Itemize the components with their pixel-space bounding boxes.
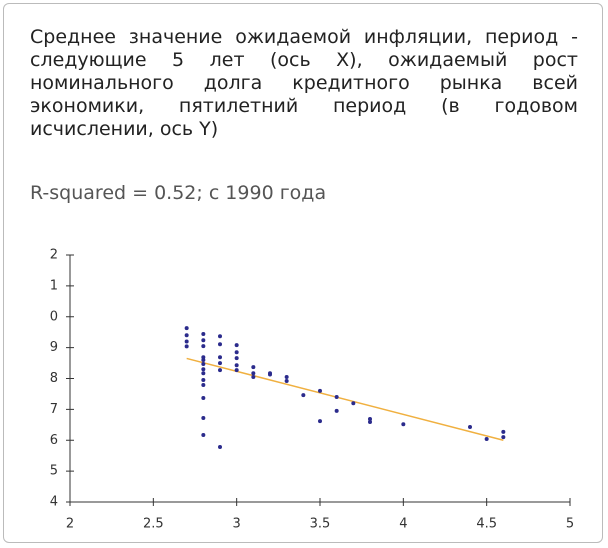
point [201, 357, 206, 362]
point [234, 350, 239, 355]
trend-line [186, 357, 504, 441]
point [351, 401, 356, 406]
point [218, 368, 222, 373]
point [484, 437, 489, 442]
y-tick-label: 7 [50, 402, 58, 417]
y-tick-label: 1 [50, 278, 58, 293]
point [334, 395, 339, 400]
point [201, 395, 206, 400]
point [201, 433, 206, 438]
point [218, 334, 222, 339]
x-tick-label: 3.5 [310, 517, 331, 532]
y-tick-label: 5 [50, 464, 58, 479]
point [251, 374, 256, 379]
point [284, 374, 289, 379]
point [368, 420, 372, 425]
x-tick-label: 2 [66, 517, 74, 532]
point [201, 344, 206, 349]
y-tick-label: 8 [50, 371, 58, 386]
x-tick-label: 2.5 [143, 517, 164, 532]
point [201, 332, 206, 337]
point [334, 408, 339, 413]
point [234, 356, 239, 361]
y-tick-label: 4 [50, 495, 58, 510]
point [218, 445, 222, 450]
point [201, 361, 206, 366]
point [201, 367, 206, 372]
point [184, 333, 189, 338]
point [201, 382, 206, 387]
point [234, 368, 239, 373]
chart: 4 5 6 7 8 9 0 1 2 2 2.5 3 3.5 4 4.5 5 [50, 248, 574, 532]
point [251, 371, 256, 376]
point [218, 355, 222, 360]
x-tick-label: 4.5 [476, 517, 497, 532]
point [501, 429, 506, 434]
point [184, 339, 189, 344]
point [251, 365, 256, 370]
point [368, 416, 372, 421]
point [218, 342, 222, 347]
point [201, 355, 206, 360]
point [201, 416, 206, 421]
y-tick-label: 2 [50, 248, 58, 263]
point [301, 393, 306, 398]
point [234, 363, 239, 368]
x-tick-label: 3 [233, 517, 241, 532]
chart-title: Среднее значение ожидаемой инфляции, пер… [30, 26, 578, 140]
point [201, 378, 206, 383]
x-tick-label: 4 [399, 517, 407, 532]
point [184, 344, 189, 349]
point [501, 435, 506, 440]
point [201, 371, 206, 376]
point [268, 372, 272, 377]
point [284, 378, 289, 383]
point [401, 422, 406, 427]
chart-frame: Среднее значение ожидаемой инфляции, пер… [3, 3, 603, 543]
point [318, 419, 322, 424]
chart-subtitle: R-squared = 0.52; с 1990 года [30, 182, 327, 204]
point [184, 326, 189, 331]
point [468, 424, 472, 429]
x-tick-label: 5 [566, 517, 574, 532]
y-tick-label: 9 [50, 340, 58, 355]
point [201, 338, 206, 343]
y-tick-label: 0 [50, 309, 58, 324]
y-tick-label: 6 [50, 433, 58, 448]
point [234, 343, 239, 348]
point [318, 388, 322, 393]
point [218, 361, 222, 366]
